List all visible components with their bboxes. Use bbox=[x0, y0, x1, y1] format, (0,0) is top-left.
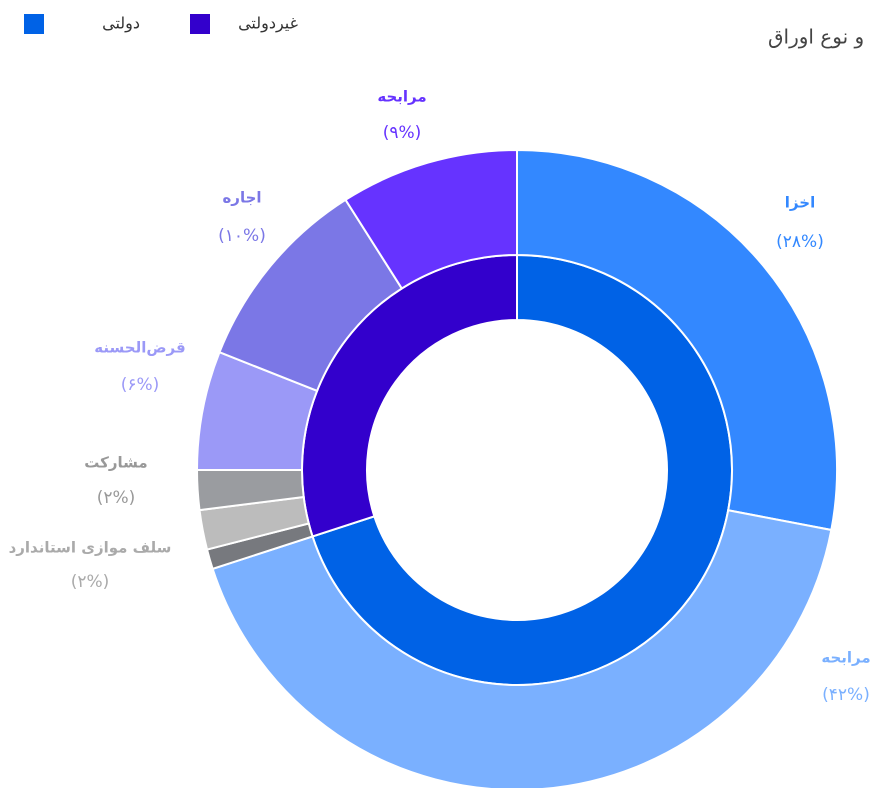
slice-value-label: (۱۰%) bbox=[218, 226, 266, 246]
slice-value-label: (۴۲%) bbox=[822, 685, 870, 705]
legend-label: غیردولتی bbox=[238, 14, 298, 34]
slice-label: قرض‌الحسنه bbox=[94, 339, 185, 357]
legend-swatch bbox=[190, 14, 210, 34]
donut-slice bbox=[344, 148, 518, 290]
slice-label: اخزا bbox=[785, 194, 815, 212]
chart-title: و نوع اوراق bbox=[768, 25, 864, 49]
slice-label: مرابحه bbox=[821, 649, 870, 667]
slice-label: مرابحه bbox=[377, 88, 426, 106]
legend-label: دولتی bbox=[102, 14, 140, 34]
donut-slice bbox=[211, 509, 833, 788]
slice-label: اجاره bbox=[222, 189, 261, 207]
slice-value-label: (۲%) bbox=[97, 488, 136, 508]
slice-value-label: (۲%) bbox=[71, 572, 110, 592]
slice-value-label: (۶%) bbox=[121, 375, 160, 395]
legend-swatch bbox=[24, 14, 44, 34]
slice-value-label: (۹%) bbox=[383, 123, 422, 143]
slice-value-label: (۲۸%) bbox=[776, 232, 824, 252]
slice-label: مشارکت bbox=[84, 454, 147, 472]
donut-slice bbox=[516, 148, 838, 532]
slice-label: سلف موازی استاندارد bbox=[9, 539, 172, 557]
